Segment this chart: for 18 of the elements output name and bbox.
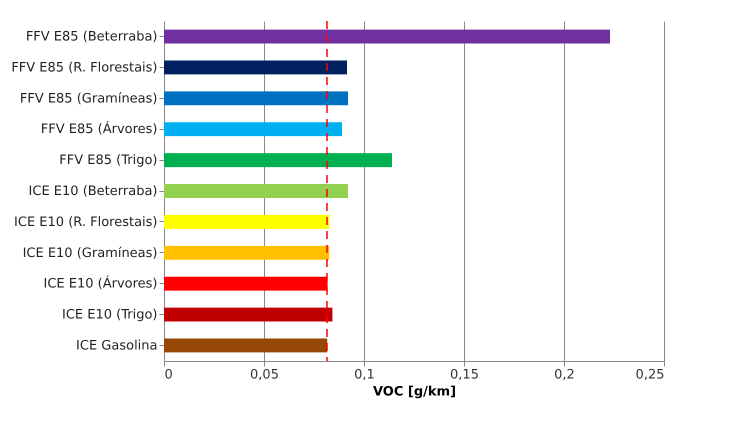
x-tick-label: 0 xyxy=(164,368,173,382)
y-tick-label: ICE E10 (Trigo) xyxy=(62,308,158,323)
y-tick-label: ICE E10 (Gramíneas) xyxy=(22,246,158,261)
y-tick-label: FFV E85 (Beterraba) xyxy=(26,30,158,45)
y-tick-label: ICE E10 (Beterraba) xyxy=(28,184,158,199)
y-tick-label: FFV E85 (Árvores) xyxy=(40,120,158,138)
x-tick-label: 0,2 xyxy=(554,368,575,382)
x-tick-label: 0,15 xyxy=(450,368,479,382)
x-tick-label: 0,25 xyxy=(636,368,664,382)
y-tick-label: FFV E85 (Gramíneas) xyxy=(20,91,158,106)
x-axis-title: VOC [g/km] xyxy=(372,384,456,400)
y-tick-label: ICE E10 (Árvores) xyxy=(43,274,158,292)
y-tick-label: ICE E10 (R. Florestais) xyxy=(14,214,158,230)
y-tick-label: FFV E85 (R. Florestais) xyxy=(11,60,158,76)
y-tick-label: ICE Gasolina xyxy=(76,338,158,354)
x-tick-label: 0,05 xyxy=(250,368,279,382)
x-tick-label: 0,1 xyxy=(354,368,375,382)
y-tick-label: FFV E85 (Trigo) xyxy=(59,153,158,168)
